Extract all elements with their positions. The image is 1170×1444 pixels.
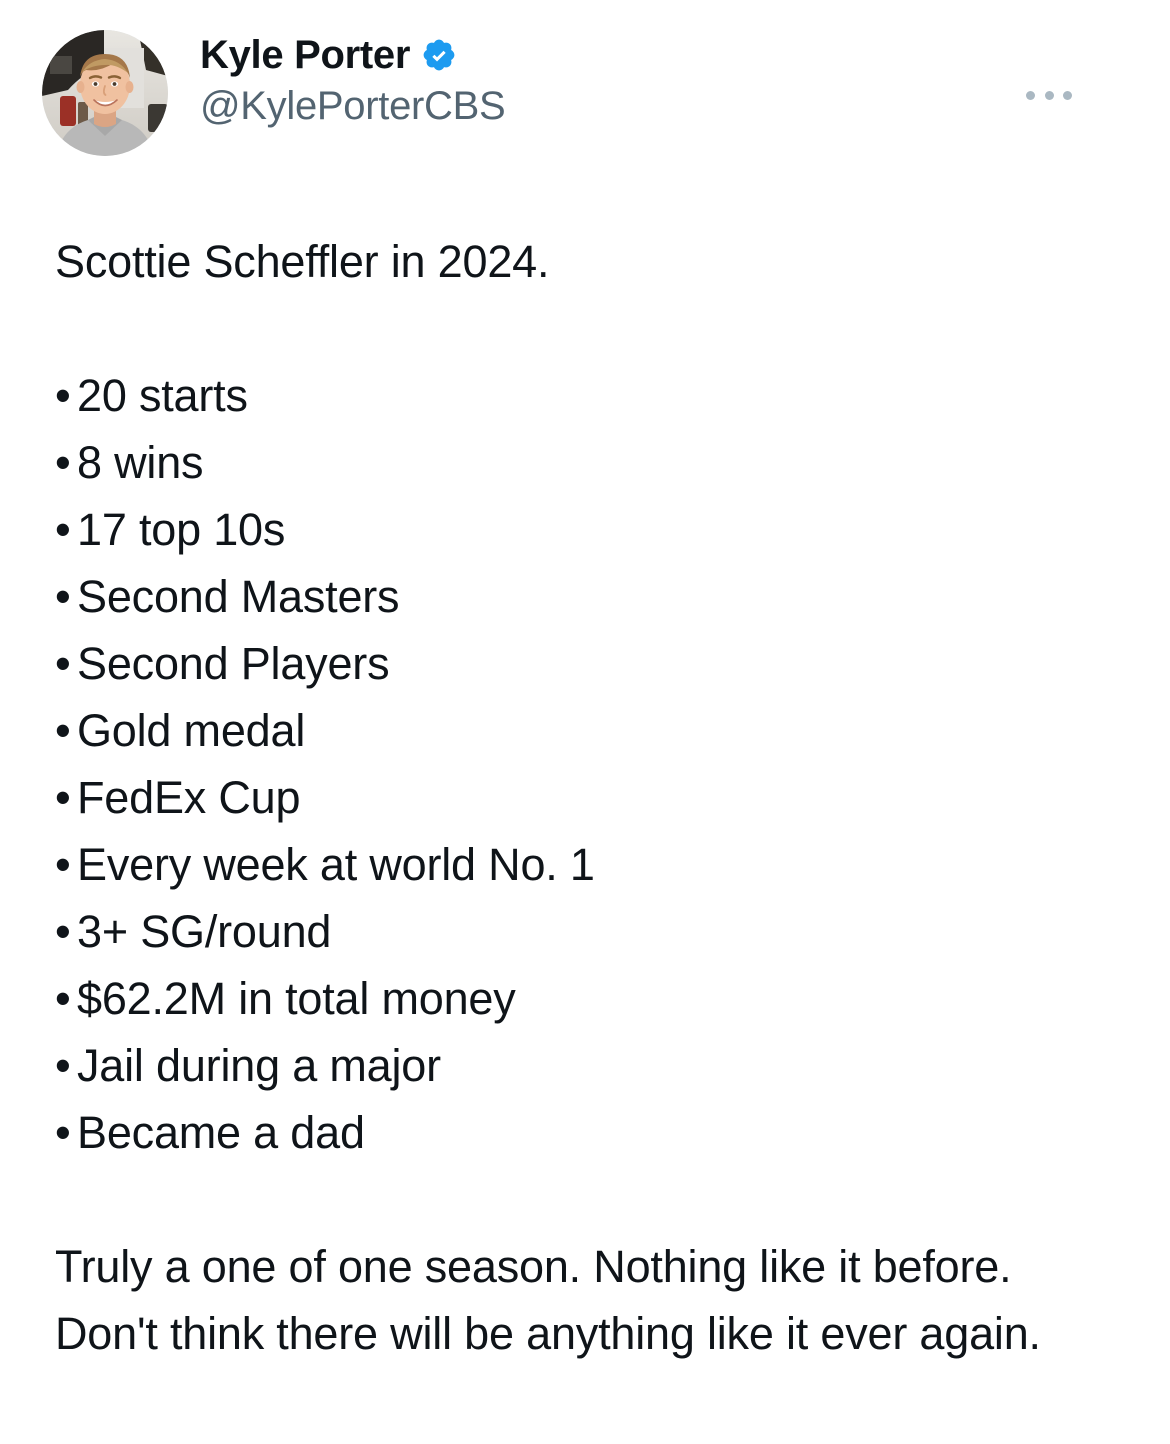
list-item-label: Second Players (77, 638, 390, 689)
display-name[interactable]: Kyle Porter (200, 33, 411, 77)
list-item-label: 20 starts (77, 370, 248, 421)
bullet-glyph-icon: • (55, 1040, 71, 1091)
bullet-glyph-icon: • (55, 772, 71, 823)
list-item: • Became a dad (55, 1099, 1120, 1166)
list-item: • 17 top 10s (55, 496, 1120, 563)
paragraph-spacer-top (55, 295, 1120, 362)
list-item-label: $62.2M in total money (77, 973, 516, 1024)
bullet-glyph-icon: • (55, 1107, 71, 1158)
bullet-glyph-icon: • (55, 571, 71, 622)
list-item-label: Gold medal (77, 705, 306, 756)
bullet-glyph-icon: • (55, 906, 71, 957)
bullet-glyph-icon: • (55, 370, 71, 421)
user-handle[interactable]: @KylePorterCBS (200, 84, 506, 128)
list-item-label: Second Masters (77, 571, 400, 622)
avatar[interactable] (42, 30, 168, 156)
list-item: • 3+ SG/round (55, 898, 1120, 965)
bullet-glyph-icon: • (55, 973, 71, 1024)
list-item-label: Became a dad (77, 1107, 365, 1158)
list-item: • Second Masters (55, 563, 1120, 630)
more-dot-3 (1063, 90, 1072, 100)
tweet-header: Kyle Porter @KylePorterCBS (42, 30, 1130, 162)
list-item: • 8 wins (55, 429, 1120, 496)
bullet-glyph-icon: • (55, 437, 71, 488)
list-item-label: FedEx Cup (77, 772, 301, 823)
list-item: • Every week at world No. 1 (55, 831, 1120, 898)
name-row: Kyle Porter (200, 32, 505, 78)
bullet-glyph-icon: • (55, 504, 71, 555)
list-item: • Jail during a major (55, 1032, 1120, 1099)
list-item-label: 3+ SG/round (77, 906, 332, 957)
closing-paragraph: Truly a one of one season. Nothing like … (55, 1241, 1041, 1359)
list-item-label: 8 wins (77, 437, 204, 488)
stats-bullet-list: • 20 starts • 8 wins • 17 top 10s • Seco… (55, 362, 1120, 1166)
more-dot-2 (1044, 90, 1054, 100)
more-options-icon[interactable] (1026, 82, 1072, 108)
verified-badge-icon[interactable] (421, 37, 457, 73)
bullet-glyph-icon: • (55, 705, 71, 756)
list-item: • Second Players (55, 630, 1120, 697)
tweet-lead-line: Scottie Scheffler in 2024. (55, 236, 550, 287)
tweet-text-body: Scottie Scheffler in 2024. • 20 starts •… (55, 228, 1120, 1367)
list-item: • $62.2M in total money (55, 965, 1120, 1032)
identity-block: Kyle Porter @KylePorterCBS (200, 30, 506, 132)
list-item: • Gold medal (55, 697, 1120, 764)
list-item-label: 17 top 10s (77, 504, 286, 555)
avatar-photo (42, 30, 168, 156)
paragraph-spacer-bottom (55, 1166, 1120, 1233)
list-item: • 20 starts (55, 362, 1120, 429)
more-dot-1 (1026, 90, 1035, 100)
list-item-label: Every week at world No. 1 (77, 839, 595, 890)
bullet-glyph-icon: • (55, 638, 71, 689)
list-item: • FedEx Cup (55, 764, 1120, 831)
bullet-glyph-icon: • (55, 839, 71, 890)
list-item-label: Jail during a major (77, 1040, 441, 1091)
